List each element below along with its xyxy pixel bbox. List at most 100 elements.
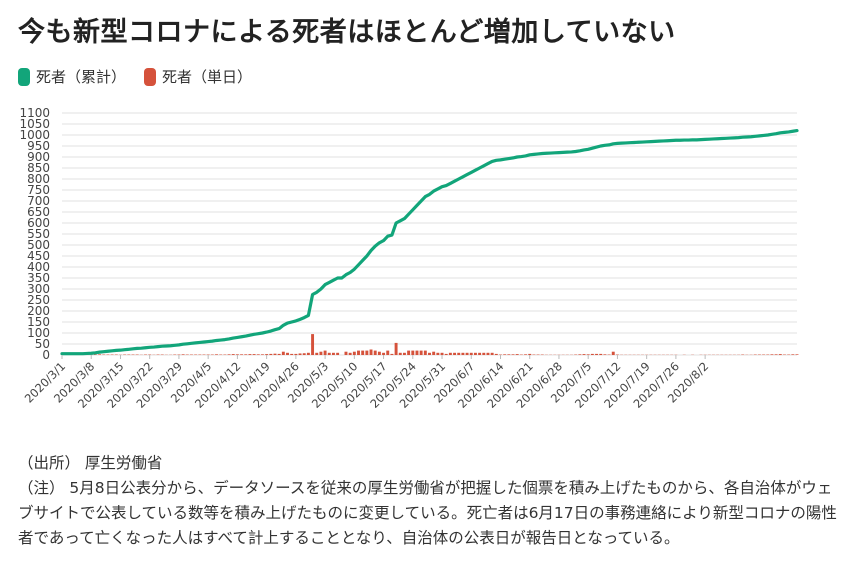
legend-swatch-daily bbox=[144, 67, 157, 86]
daily-bar bbox=[248, 354, 252, 355]
daily-bar bbox=[478, 352, 482, 355]
daily-bar bbox=[774, 354, 778, 355]
daily-bar bbox=[423, 350, 427, 355]
daily-bar bbox=[524, 354, 528, 355]
daily-bar bbox=[469, 352, 473, 355]
daily-bar bbox=[319, 351, 323, 355]
daily-bar bbox=[795, 354, 799, 355]
daily-bar bbox=[227, 354, 231, 355]
daily-bar bbox=[402, 352, 406, 355]
daily-bar bbox=[302, 353, 306, 355]
daily-bar bbox=[486, 352, 490, 355]
y-tick-label: 100 bbox=[27, 326, 50, 340]
daily-bar bbox=[778, 354, 782, 355]
daily-bar bbox=[269, 353, 273, 355]
chart-grid bbox=[62, 112, 797, 356]
daily-bar bbox=[344, 351, 348, 355]
daily-bar bbox=[357, 350, 360, 355]
daily-bar bbox=[511, 354, 515, 355]
daily-bar bbox=[599, 353, 603, 355]
cumulative-line-group bbox=[60, 129, 799, 356]
daily-bar bbox=[352, 351, 356, 355]
daily-bar bbox=[411, 350, 415, 355]
daily-bar bbox=[611, 351, 615, 355]
y-tick-label: 50 bbox=[35, 337, 50, 351]
y-tick-label: 1100 bbox=[19, 106, 50, 120]
y-tick-label: 800 bbox=[27, 172, 50, 186]
source-note: （出所） 厚生労働省 bbox=[18, 454, 163, 472]
x-axis: 2020/3/12020/3/82020/3/152020/3/222020/3… bbox=[22, 355, 711, 411]
daily-bar bbox=[578, 354, 582, 355]
daily-bar bbox=[290, 353, 294, 355]
daily-bar bbox=[440, 352, 444, 355]
daily-bar bbox=[281, 351, 285, 355]
daily-bar bbox=[407, 350, 411, 355]
daily-bar bbox=[507, 354, 511, 355]
daily-bar bbox=[306, 352, 310, 355]
y-tick-label: 950 bbox=[27, 139, 50, 153]
y-tick-label: 900 bbox=[27, 150, 50, 164]
daily-bar bbox=[373, 350, 377, 355]
daily-bar bbox=[490, 352, 494, 355]
y-tick-label: 450 bbox=[27, 249, 50, 263]
daily-bar bbox=[595, 353, 599, 355]
daily-bar bbox=[482, 352, 486, 355]
daily-bar bbox=[461, 352, 465, 355]
daily-bar bbox=[791, 354, 795, 355]
y-tick-label: 700 bbox=[27, 194, 50, 208]
daily-bar bbox=[465, 352, 469, 355]
daily-bar bbox=[298, 353, 302, 355]
cumulative-line bbox=[60, 129, 799, 356]
legend-label-daily: 死者（単日） bbox=[162, 68, 253, 86]
daily-bar bbox=[286, 352, 289, 355]
chart-title: 今も新型コロナによる死者はほとんど増加していない bbox=[18, 17, 676, 48]
chart-legend: 死者（累計） 死者（単日） bbox=[18, 66, 252, 87]
daily-bar bbox=[369, 349, 373, 355]
y-tick-label: 850 bbox=[27, 161, 50, 175]
daily-bar bbox=[494, 353, 498, 355]
y-axis: 0501001502002503003504004505005506006507… bbox=[19, 106, 50, 362]
daily-bar bbox=[240, 354, 244, 355]
daily-bar bbox=[365, 350, 369, 355]
daily-bar bbox=[98, 354, 102, 355]
daily-bar bbox=[428, 352, 431, 355]
y-tick-label: 650 bbox=[27, 205, 50, 219]
y-tick-label: 600 bbox=[27, 216, 50, 230]
y-tick-label: 400 bbox=[27, 260, 50, 274]
daily-bar bbox=[453, 352, 457, 355]
daily-bar bbox=[603, 354, 607, 355]
daily-bar bbox=[473, 352, 477, 355]
legend-item-cumulative[interactable]: 死者（累計） bbox=[18, 66, 126, 87]
daily-bar bbox=[348, 352, 352, 355]
footnotes: （出所） 厚生労働省 （注） 5月8日公表分から、データソースを従来の厚生労働省… bbox=[18, 451, 838, 551]
daily-bar bbox=[361, 350, 365, 355]
daily-bar bbox=[390, 353, 394, 355]
y-tick-label: 350 bbox=[27, 271, 50, 285]
daily-bar bbox=[235, 354, 239, 355]
daily-bar bbox=[419, 350, 423, 355]
daily-bar bbox=[448, 352, 452, 355]
daily-bar bbox=[311, 334, 315, 355]
daily-bar bbox=[382, 352, 386, 355]
y-tick-label: 550 bbox=[27, 227, 50, 241]
daily-bar bbox=[528, 353, 532, 355]
daily-bar bbox=[444, 353, 448, 355]
daily-bar bbox=[503, 354, 507, 355]
daily-bar bbox=[582, 354, 586, 355]
daily-bar bbox=[315, 352, 319, 355]
y-tick-label: 500 bbox=[27, 238, 50, 252]
daily-bar bbox=[436, 352, 440, 355]
daily-bar bbox=[273, 353, 277, 355]
legend-item-daily[interactable]: 死者（単日） bbox=[144, 66, 252, 87]
daily-bar bbox=[586, 354, 590, 355]
legend-label-cumulative: 死者（累計） bbox=[36, 68, 127, 86]
daily-bar bbox=[277, 353, 281, 355]
y-tick-label: 0 bbox=[42, 348, 50, 362]
daily-bar bbox=[515, 354, 519, 355]
daily-bar bbox=[336, 352, 340, 355]
y-tick-label: 300 bbox=[27, 282, 50, 296]
y-tick-label: 750 bbox=[27, 183, 50, 197]
daily-bar bbox=[377, 351, 381, 355]
daily-bar bbox=[770, 354, 774, 355]
y-tick-label: 1000 bbox=[19, 128, 50, 142]
